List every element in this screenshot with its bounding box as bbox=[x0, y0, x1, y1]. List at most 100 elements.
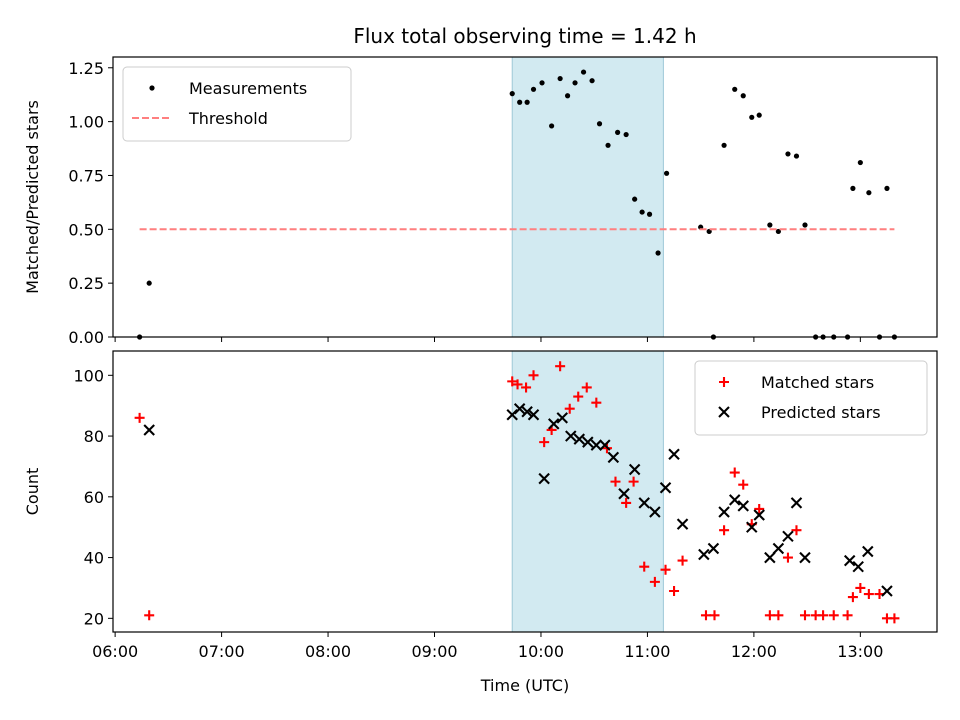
series-measurements-point bbox=[740, 93, 746, 99]
series-predicted-stars-point bbox=[590, 439, 603, 451]
series-measurements-point bbox=[655, 250, 661, 256]
series-measurements-point bbox=[509, 91, 515, 97]
series-predicted-stars-point bbox=[538, 472, 550, 485]
y-axis-label: Count bbox=[23, 468, 42, 516]
series-matched-stars-point bbox=[512, 379, 523, 390]
series-measurements-point bbox=[632, 196, 638, 202]
legend-label: Threshold bbox=[188, 109, 268, 128]
series-matched-stars-point bbox=[564, 403, 575, 414]
series-predicted-stars-point bbox=[764, 551, 776, 564]
y-tick-label: 0.75 bbox=[68, 166, 104, 185]
series-matched-stars-point bbox=[855, 582, 866, 593]
series-measurements-point bbox=[549, 123, 555, 129]
series-predicted-stars-point bbox=[707, 542, 720, 555]
x-tick-label: 10:00 bbox=[518, 642, 564, 661]
y-tick-label: 60 bbox=[84, 488, 104, 507]
series-predicted-stars-point bbox=[862, 545, 874, 558]
series-measurements-point bbox=[524, 99, 530, 105]
x-tick-label: 07:00 bbox=[199, 642, 245, 661]
plot-frame bbox=[112, 56, 938, 338]
series-matched-stars-point bbox=[134, 412, 145, 423]
series-measurements-point bbox=[580, 69, 587, 75]
series-matched-stars-point bbox=[799, 610, 810, 621]
y-axis-label: Matched/Predicted stars bbox=[23, 100, 42, 294]
series-measurements-point bbox=[732, 86, 738, 92]
series-predicted-stars-point bbox=[659, 481, 672, 494]
series-measurements-point bbox=[663, 170, 670, 176]
series-measurements-point bbox=[802, 222, 808, 228]
y-tick-label: 80 bbox=[84, 427, 104, 446]
y-tick-label: 20 bbox=[84, 609, 104, 628]
series-matched-stars-point bbox=[700, 610, 711, 621]
series-matched-stars-point bbox=[828, 610, 839, 621]
series-measurements-point bbox=[564, 93, 571, 99]
series-measurements-point bbox=[530, 86, 537, 92]
series-matched-stars-point bbox=[660, 564, 671, 575]
series-measurements-point bbox=[866, 190, 872, 196]
legend-swatch bbox=[718, 406, 730, 418]
series-matched-stars-point bbox=[847, 592, 858, 603]
series-measurements-point bbox=[517, 99, 523, 105]
series-measurements-point bbox=[721, 142, 727, 148]
series-matched-stars-point bbox=[610, 476, 621, 487]
series-measurements-point bbox=[639, 209, 645, 215]
series-measurements-point bbox=[605, 142, 611, 148]
series-matched-stars-point bbox=[539, 437, 550, 448]
x-tick-label: 08:00 bbox=[305, 642, 351, 661]
panel-counts: 20 40 60 80 100 06:00 07:00 08:00 09:00 10:00 11:0… bbox=[23, 350, 938, 695]
series-predicted-stars-point bbox=[548, 418, 560, 430]
series-predicted-stars-point bbox=[668, 448, 680, 461]
x-tick-label: 06:00 bbox=[92, 642, 138, 661]
series-matched-stars-point bbox=[863, 589, 874, 600]
x-tick-label: 13:00 bbox=[837, 642, 883, 661]
series-matched-stars-point bbox=[773, 610, 784, 621]
series-predicted-stars-point bbox=[772, 542, 785, 555]
legend-swatch bbox=[149, 85, 155, 91]
series-matched-stars-point bbox=[591, 397, 602, 408]
series-predicted-stars-point bbox=[638, 497, 650, 509]
x-tick-label: 12:00 bbox=[731, 642, 777, 661]
series-predicted-stars-point bbox=[737, 500, 749, 512]
y-tick-label: 1.25 bbox=[68, 59, 104, 78]
series-predicted-stars-point bbox=[649, 506, 661, 518]
series-predicted-stars-point bbox=[143, 424, 155, 436]
series-matched-stars-point bbox=[719, 525, 730, 536]
series-predicted-stars-point bbox=[782, 530, 794, 543]
series-predicted-stars-point bbox=[698, 548, 710, 561]
y-tick-label: 0.25 bbox=[68, 274, 104, 293]
panel-ratio: 0.00 0.25 0.50 0.75 1.00 1.25 Matched/Predicte… bbox=[23, 24, 938, 347]
y-tick-label: 0.00 bbox=[68, 328, 104, 347]
series-predicted-stars-point bbox=[852, 560, 864, 573]
x-tick-label: 09:00 bbox=[411, 642, 457, 661]
plot-frame bbox=[112, 350, 938, 633]
legend: Measurements Threshold bbox=[122, 66, 352, 142]
series-measurements-point bbox=[623, 131, 629, 138]
series-matched-stars-point bbox=[709, 610, 720, 621]
series-matched-stars-point bbox=[573, 391, 584, 402]
legend-box bbox=[694, 360, 928, 436]
legend-label: Measurements bbox=[189, 79, 307, 98]
series-matched-stars-point bbox=[144, 610, 155, 621]
series-predicted-stars-point bbox=[753, 509, 765, 521]
series-measurements-point bbox=[793, 153, 800, 159]
series-matched-stars-point bbox=[528, 370, 539, 381]
series-measurements-point bbox=[146, 280, 152, 286]
series-matched-stars-point bbox=[754, 503, 765, 514]
series-matched-stars-point bbox=[677, 555, 688, 566]
legend: Matched stars Predicted stars bbox=[694, 360, 928, 436]
series-predicted-stars-point bbox=[799, 551, 811, 564]
series-predicted-stars-point bbox=[718, 506, 730, 518]
x-axis-label: Time (UTC) bbox=[480, 676, 569, 695]
series-measurements-point bbox=[884, 185, 890, 191]
series-matched-stars-point bbox=[889, 613, 900, 624]
series-predicted-stars-point bbox=[746, 521, 758, 533]
series-matched-stars-point bbox=[621, 497, 632, 508]
series-matched-stars-point bbox=[639, 561, 650, 572]
y-tick-label: 40 bbox=[84, 549, 104, 568]
series-predicted-stars-point bbox=[556, 412, 569, 424]
y-tick-label: 1.00 bbox=[68, 113, 104, 132]
series-matched-stars-point bbox=[738, 479, 749, 490]
legend-box bbox=[122, 66, 352, 142]
series-predicted-stars-point bbox=[790, 497, 803, 509]
series-measurements-point bbox=[749, 114, 755, 120]
